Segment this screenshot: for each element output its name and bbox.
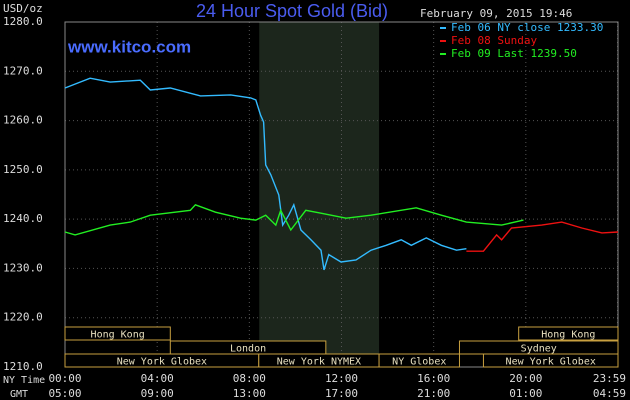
y-tick-label: 1280.0 — [3, 15, 43, 28]
x-tick-label: 12:00 — [325, 372, 358, 385]
y-tick-label: 1220.0 — [3, 311, 43, 324]
y-tick-label: 1260.0 — [3, 114, 43, 127]
price-line — [466, 221, 619, 252]
x-tick-label: 04:00 — [141, 372, 174, 385]
x2-tick-label: 21:00 — [417, 387, 450, 400]
shaded-region — [259, 22, 380, 367]
legend-entry: Feb 08 Sunday — [451, 34, 537, 47]
y-tick-label: 1230.0 — [3, 261, 43, 274]
x-axis-label: NY Time — [3, 375, 45, 386]
session-label: New York Globex — [506, 357, 596, 368]
subtitle: www.kitco.com — [67, 37, 191, 56]
session-label: New York Globex — [117, 357, 207, 368]
y-axis-label: USD/oz — [3, 2, 43, 15]
x-tick-label: 23:59 — [593, 372, 626, 385]
x2-tick-label: 04:59 — [593, 387, 626, 400]
price-line — [64, 77, 467, 271]
x-tick-label: 08:00 — [233, 372, 266, 385]
y-tick-label: 1270.0 — [3, 64, 43, 77]
timestamp: February 09, 2015 19:46 — [420, 7, 572, 20]
x2-tick-label: 01:00 — [509, 387, 542, 400]
session-label: Hong Kong — [541, 330, 595, 341]
session-label: London — [230, 344, 266, 355]
x-tick-label: 16:00 — [417, 372, 450, 385]
session-label: New York NYMEX — [277, 357, 361, 368]
y-tick-label: 1240.0 — [3, 212, 43, 225]
y-tick-label: 1210.0 — [3, 360, 43, 373]
x-tick-label: 20:00 — [509, 372, 542, 385]
x2-tick-label: 09:00 — [141, 387, 174, 400]
session-bar — [378, 353, 460, 368]
session-bar — [518, 326, 619, 341]
chart-title: 24 Hour Spot Gold (Bid) — [196, 1, 388, 21]
x2-tick-label: 17:00 — [325, 387, 358, 400]
x2-axis-label: GMT — [10, 389, 28, 400]
session-label: NY Globex — [392, 357, 446, 368]
x-tick-label: 00:00 — [48, 372, 81, 385]
session-bar — [64, 326, 171, 341]
x2-tick-label: 13:00 — [233, 387, 266, 400]
legend-entry: Feb 06 NY close 1233.30 — [451, 21, 603, 34]
price-line — [64, 203, 524, 236]
session-label: Hong Kong — [91, 330, 145, 341]
y-tick-label: 1250.0 — [3, 163, 43, 176]
x2-tick-label: 05:00 — [48, 387, 81, 400]
session-label: Sydney — [521, 344, 557, 355]
legend-entry: Feb 09 Last 1239.50 — [451, 47, 577, 60]
session-bar — [482, 353, 619, 368]
